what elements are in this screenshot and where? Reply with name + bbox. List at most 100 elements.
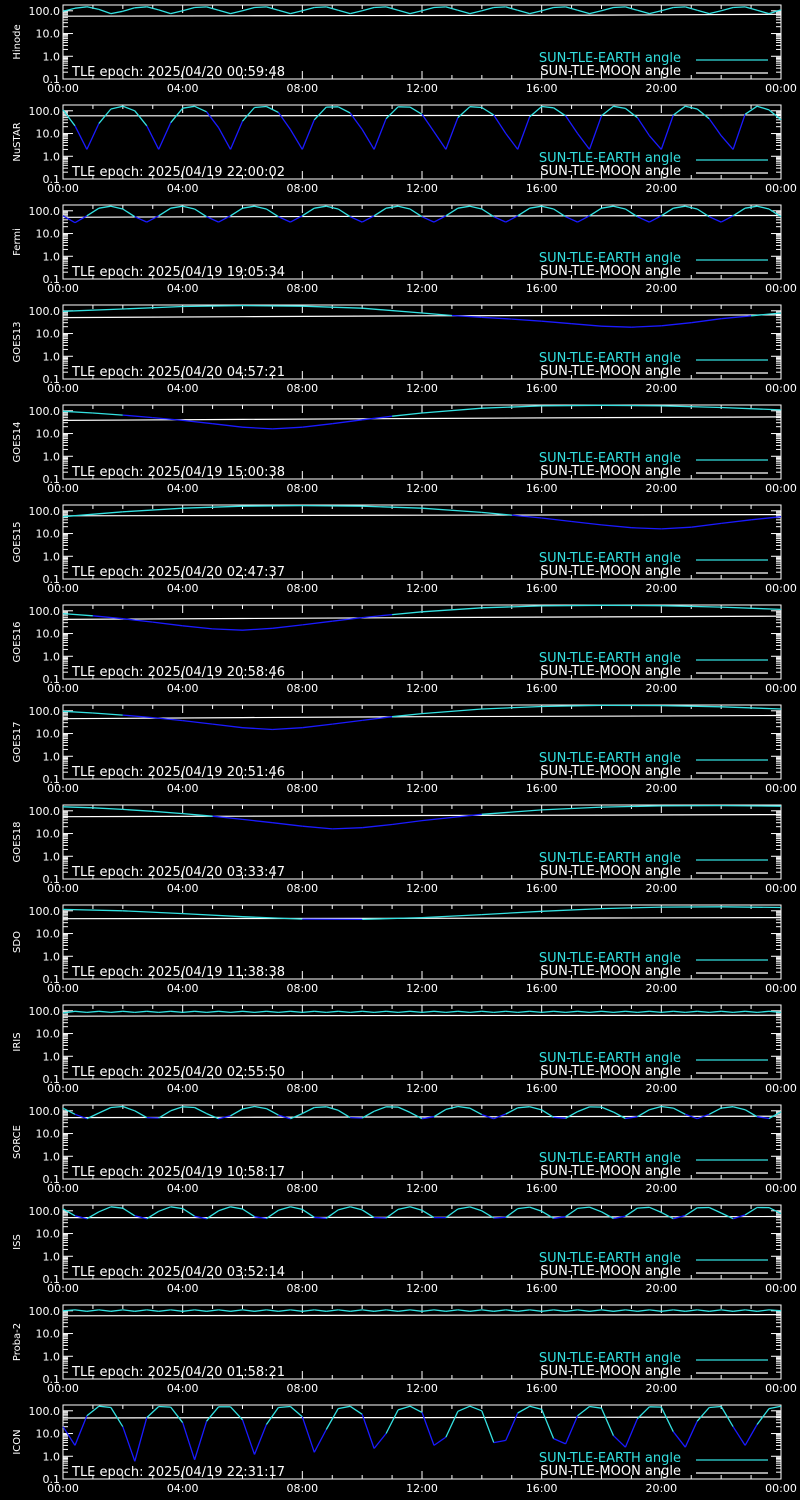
series-sun-tle-moon [62,1014,782,1017]
series-sun-tle-earth-segment [637,9,650,15]
series-sun-tle-earth-segment [541,806,602,811]
series-sun-tle-earth-segment [457,106,471,119]
series-sun-tle-earth-segment [660,1211,674,1220]
y-tick-label: 0.1 [43,873,61,886]
series-sun-tle-earth-segment [362,6,375,12]
series-sun-tle-earth-segment [218,9,231,15]
series-sun-tle-earth-segment [278,1010,291,1014]
series-sun-tle-earth-segment [720,135,734,150]
series-sun-tle-earth-segment [110,1206,123,1209]
series-sun-tle-earth-segment [745,1010,758,1014]
series-sun-tle-earth-segment [92,712,123,716]
series-sun-tle-earth-segment [672,105,686,116]
series-sun-tle-earth-segment [768,208,782,218]
series-sun-tle-earth-segment [158,1309,171,1312]
y-tick-label: 1.0 [43,1350,61,1363]
series-sun-tle-earth-segment [637,1010,650,1014]
series-sun-tle-earth-segment [541,320,572,325]
x-tick-label: 00:00 [47,282,79,295]
series-sun-tle-earth-segment [301,207,315,217]
series-sun-tle-earth-segment [697,9,710,15]
series-sun-tle-earth-segment [194,1106,207,1115]
series-sun-tle-earth-segment [290,1010,303,1014]
legend-moon-label: SUN-TLE-MOON angle [540,1164,681,1179]
series-sun-tle-earth-segment [122,105,136,112]
legend-moon-label: SUN-TLE-MOON angle [540,564,681,579]
x-tick-label: 00:00 [47,1182,79,1195]
series-sun-tle-earth-segment [517,1106,530,1109]
tle-epoch-label: TLE epoch: 2025/04/20 02:47:37 [71,565,285,580]
series-sun-tle-earth-segment [302,620,333,626]
series-sun-tle-earth-segment [481,106,495,116]
series-sun-tle-earth-segment [350,10,363,15]
series-sun-tle-earth-segment [709,1405,722,1409]
series-sun-tle-earth-segment [338,1206,351,1211]
series-sun-tle-earth-segment [146,6,159,11]
tle-epoch-label: TLE epoch: 2025/04/20 00:59:48 [71,65,285,80]
y-tick-label: 0.1 [43,973,61,986]
series-sun-tle-earth-segment [541,704,602,708]
series-sun-tle-earth-segment [733,1309,746,1312]
series-sun-tle-earth-segment [720,215,734,223]
series-sun-tle-earth-segment [421,216,435,223]
x-tick-label: 08:00 [286,382,318,395]
series-sun-tle-moon [62,814,782,818]
x-tick-label: 16:00 [526,982,558,995]
series-sun-tle-earth-segment [577,1309,590,1312]
series-sun-tle-earth-segment [421,312,452,317]
series-sun-tle-earth-segment [218,127,232,150]
series-sun-tle-earth-segment [493,1216,506,1219]
series-sun-tle-earth-segment [110,205,123,210]
x-tick-label: 12:00 [406,1182,438,1195]
series-sun-tle-earth-segment [218,1309,231,1312]
x-tick-label: 20:00 [645,1382,677,1395]
series-sun-tle-earth-segment [696,1113,710,1120]
series-sun-tle-earth-segment [445,117,459,150]
series-sun-tle-earth-segment [98,1206,112,1213]
legend-moon-label: SUN-TLE-MOON angle [540,1364,681,1379]
series-sun-tle-earth-segment [302,423,333,428]
series-sun-tle-earth-segment [170,10,183,15]
series-sun-tle-earth-segment [733,6,746,9]
series-sun-tle-earth-segment [757,1116,770,1120]
series-sun-tle-earth-segment [493,1439,506,1444]
series-sun-tle-earth-segment [600,1407,615,1436]
series-sun-tle-earth-segment [212,628,243,631]
series-sun-tle-earth-segment [301,1208,315,1218]
series-sun-tle-earth-segment [122,305,183,310]
series-sun-tle-earth-segment [302,825,333,830]
series-sun-tle-earth-segment [685,1113,698,1120]
y-tick-label: 10.0 [36,1028,61,1041]
series-sun-tle-earth-segment [541,205,554,210]
series-sun-tle-earth-segment [721,315,752,320]
series-sun-tle-earth-segment [374,6,387,9]
series-sun-tle-earth-segment [541,6,554,12]
x-tick-label: 20:00 [645,82,677,95]
series-sun-tle-earth-segment [481,1309,494,1312]
x-tick-label: 00:00 [765,582,797,595]
series-sun-tle-earth-segment [553,1438,566,1445]
series-sun-tle-earth-segment [421,6,435,12]
series-sun-tle-earth-segment [242,107,255,122]
series-sun-tle-earth-segment [481,405,542,409]
x-tick-label: 12:00 [406,982,438,995]
y-tick-label: 10.0 [36,1228,61,1241]
legend-moon-label: SUN-TLE-MOON angle [540,264,681,279]
series-sun-tle-earth-segment [62,1107,76,1115]
series-sun-tle-earth-segment [469,106,482,109]
x-tick-label: 00:00 [765,1282,797,1295]
y-tick-label: 10.0 [36,428,61,441]
series-sun-tle-earth-segment [254,6,267,9]
series-sun-tle-earth-segment [409,106,423,115]
series-sun-tle-earth-segment [541,517,572,523]
series-sun-tle-earth-segment [302,1010,315,1014]
y-tick-label: 100.0 [29,1005,61,1018]
series-sun-tle-earth-segment [529,10,542,15]
y-tick-label: 0.1 [43,573,61,586]
series-sun-tle-earth-segment [481,705,542,710]
satellite-label: Hinode [12,24,23,59]
x-tick-label: 08:00 [286,282,318,295]
series-sun-tle-earth-segment [517,1010,530,1014]
series-sun-tle-earth-segment [182,1422,196,1460]
y-tick-label: 100.0 [29,105,61,118]
